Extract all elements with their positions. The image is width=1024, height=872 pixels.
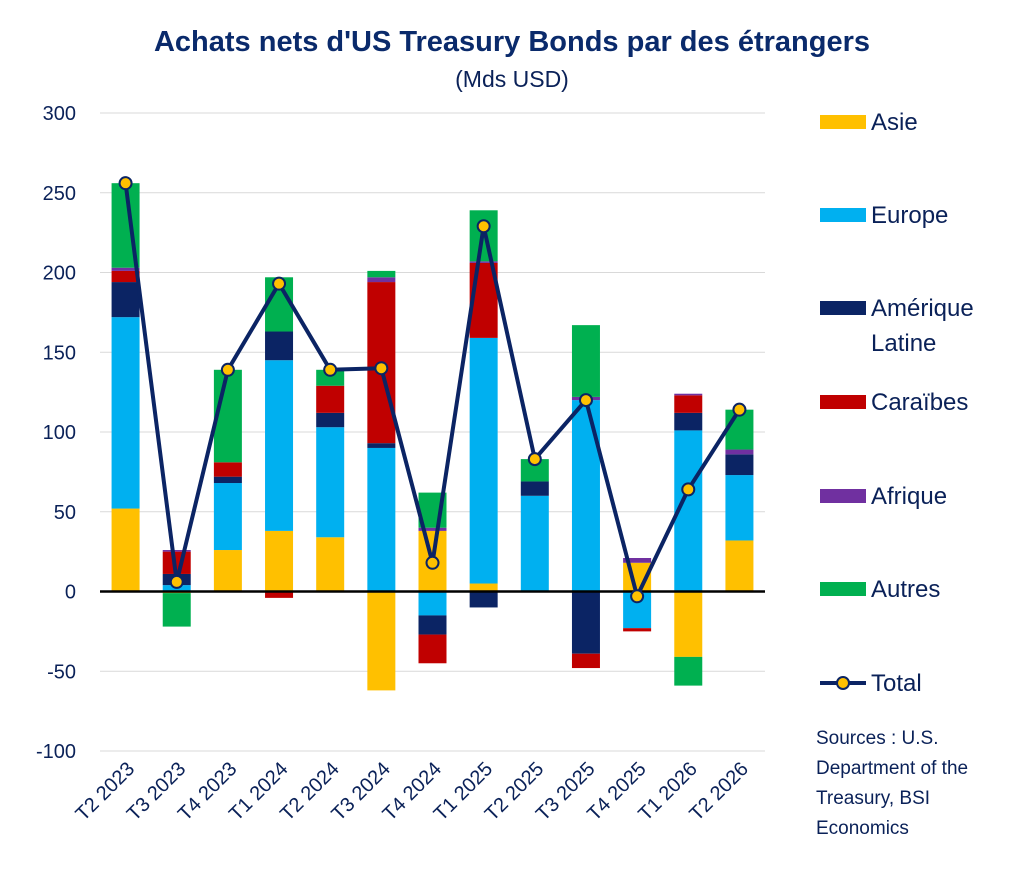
bar-segment-europe bbox=[418, 591, 447, 616]
bars bbox=[111, 183, 754, 691]
bar-segment-afrique bbox=[623, 558, 652, 563]
bar-segment-europe bbox=[111, 317, 140, 509]
bar-segment-europe bbox=[571, 400, 600, 592]
bar-segment-autres bbox=[162, 593, 191, 627]
bar-segment-asie bbox=[367, 591, 396, 691]
bar-segment-europe bbox=[520, 495, 549, 592]
total-marker bbox=[118, 176, 133, 191]
bar-segment-autres bbox=[674, 656, 703, 686]
bar-segment-am-rique-latine bbox=[213, 476, 242, 484]
total-line bbox=[118, 176, 747, 604]
bar-segment-am-rique-latine bbox=[367, 443, 396, 448]
bar-segment-am-rique-latine bbox=[111, 282, 140, 318]
y-tick-labels: 300 250 200 150 100 50 0 -50 -100 bbox=[36, 103, 76, 763]
chart-subtitle: (Mds USD) bbox=[455, 66, 569, 92]
bar-segment-am-rique-latine bbox=[418, 615, 447, 635]
y-tick-label: -50 bbox=[47, 661, 76, 683]
bar-segment-europe bbox=[265, 360, 294, 531]
y-tick-label: -100 bbox=[36, 741, 76, 763]
bar-segment-europe bbox=[469, 337, 498, 584]
bar-segment-europe bbox=[725, 475, 754, 541]
bar-segment-asie bbox=[111, 508, 140, 592]
bar-segment-europe bbox=[367, 447, 396, 592]
legend-swatch bbox=[820, 395, 866, 409]
total-marker bbox=[578, 393, 593, 408]
legend-swatch bbox=[820, 208, 866, 222]
bar-segment-am-rique-latine bbox=[725, 454, 754, 476]
legend-swatch bbox=[820, 582, 866, 596]
bar-segment-asie bbox=[469, 583, 498, 592]
legend-label: Afrique bbox=[871, 483, 947, 510]
bar-segment-afrique bbox=[367, 277, 396, 283]
total-marker bbox=[681, 482, 696, 497]
total-marker bbox=[732, 402, 747, 417]
bar-segment-cara-bes bbox=[316, 385, 345, 413]
bar-segment-cara-bes bbox=[623, 628, 652, 632]
y-tick-label: 150 bbox=[43, 342, 76, 364]
bar-segment-cara-bes bbox=[418, 634, 447, 664]
total-marker bbox=[476, 219, 491, 234]
bar-segment-cara-bes bbox=[674, 395, 703, 413]
bar-segment-afrique bbox=[162, 550, 191, 552]
bar-segment-asie bbox=[265, 530, 294, 592]
y-tick-label: 200 bbox=[43, 263, 76, 285]
total-marker bbox=[527, 452, 542, 467]
y-tick-label: 250 bbox=[43, 183, 76, 205]
bar-segment-autres bbox=[367, 270, 396, 278]
bar-segment-cara-bes bbox=[571, 653, 600, 669]
source-note: Sources : U.S. Department of the Treasur… bbox=[816, 728, 969, 839]
bar-segment-cara-bes bbox=[213, 462, 242, 477]
legend-label: Amérique bbox=[871, 295, 974, 322]
y-tick-label: 300 bbox=[43, 103, 76, 125]
y-tick-label: 50 bbox=[54, 502, 76, 524]
legend-label: Autres bbox=[871, 576, 940, 603]
legend-label: Asie bbox=[871, 109, 918, 136]
total-marker bbox=[169, 574, 184, 589]
bar-segment-afrique bbox=[469, 261, 498, 263]
bar-segment-cara-bes bbox=[111, 270, 140, 283]
legend-marker bbox=[836, 676, 850, 690]
bar-segment-am-rique-latine bbox=[674, 412, 703, 431]
bar-segment-asie bbox=[725, 540, 754, 592]
y-tick-label: 0 bbox=[65, 582, 76, 604]
bar-segment-am-rique-latine bbox=[469, 591, 498, 608]
chart-title: Achats nets d'US Treasury Bonds par des … bbox=[153, 26, 871, 58]
total-marker bbox=[425, 555, 440, 570]
legend: Asie Europe Amérique Latine Caraïbes Afrique A… bbox=[820, 109, 974, 697]
y-tick-label: 100 bbox=[43, 422, 76, 444]
bar-segment-asie bbox=[674, 591, 703, 657]
legend-label: Europe bbox=[871, 202, 948, 229]
legend-swatch bbox=[820, 489, 866, 503]
total-marker bbox=[272, 276, 287, 291]
bar-segment-afrique bbox=[418, 527, 447, 531]
legend-swatch bbox=[820, 301, 866, 315]
bar-segment-autres bbox=[571, 325, 600, 397]
legend-label: Latine bbox=[871, 330, 936, 357]
bar-segment-autres bbox=[520, 459, 549, 482]
bar-segment-europe bbox=[316, 427, 345, 538]
total-marker bbox=[220, 362, 235, 377]
bar-segment-afrique bbox=[725, 449, 754, 455]
legend-label: Total bbox=[871, 670, 922, 697]
legend-swatch bbox=[820, 115, 866, 129]
bar-segment-am-rique-latine bbox=[520, 481, 549, 496]
total-marker bbox=[630, 589, 645, 604]
bar-segment-am-rique-latine bbox=[316, 412, 345, 428]
bar-segment-afrique bbox=[674, 393, 703, 396]
bar-segment-afrique bbox=[111, 267, 140, 271]
bar-segment-europe bbox=[213, 483, 242, 551]
bar-segment-asie bbox=[316, 537, 345, 592]
bar-segment-autres bbox=[316, 369, 345, 386]
bar-segment-am-rique-latine bbox=[571, 591, 600, 654]
total-marker bbox=[374, 361, 389, 376]
legend-label: Caraïbes bbox=[871, 389, 968, 416]
bar-segment-asie bbox=[213, 550, 242, 592]
total-marker bbox=[323, 362, 338, 377]
bar-segment-am-rique-latine bbox=[265, 331, 294, 361]
bar-segment-cara-bes bbox=[265, 591, 294, 598]
